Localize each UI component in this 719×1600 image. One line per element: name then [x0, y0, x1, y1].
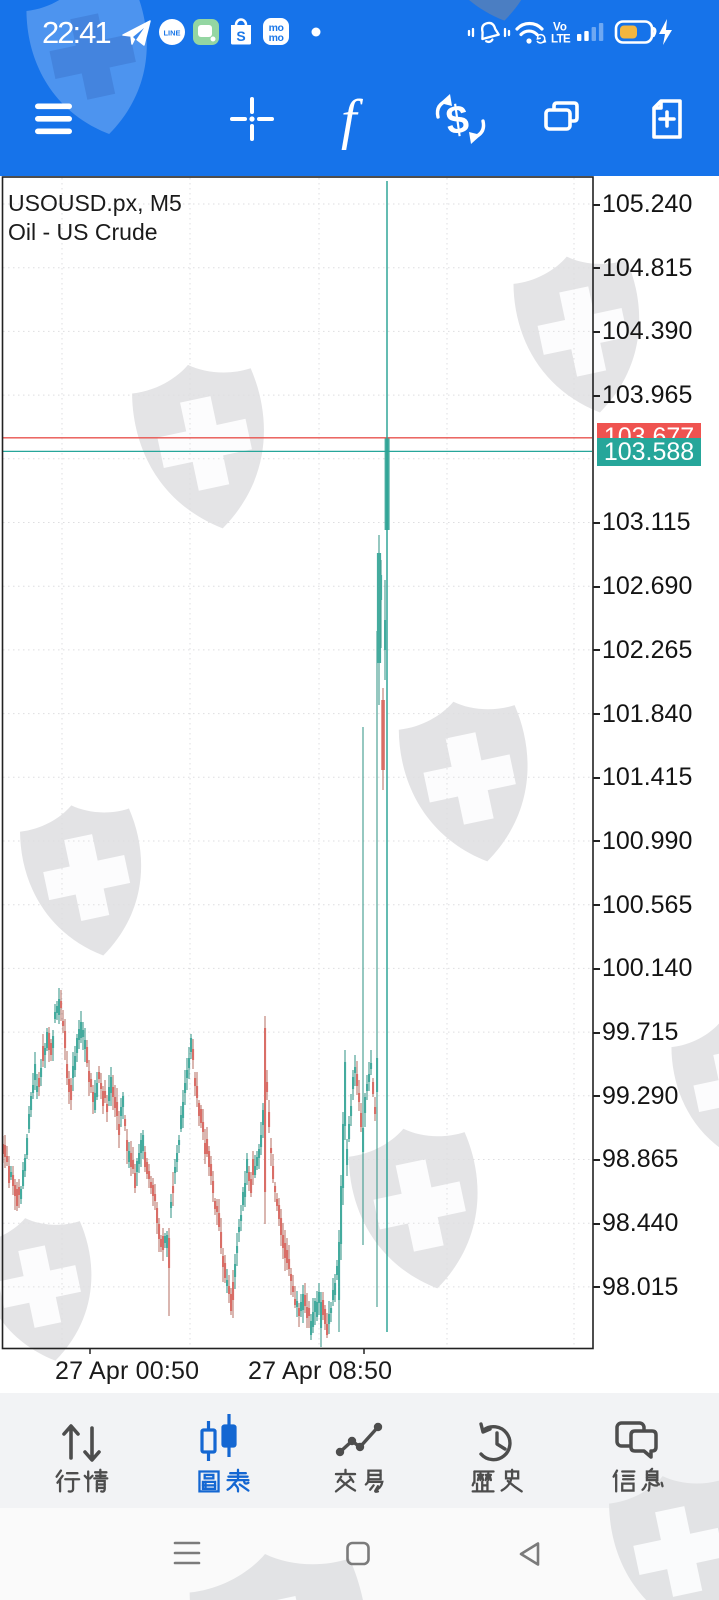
svg-text:f: f [341, 89, 364, 151]
svg-text:S: S [236, 28, 245, 44]
svg-text:mo: mo [269, 32, 284, 44]
svg-text:LINE: LINE [163, 29, 180, 38]
svg-text:mo: mo [269, 22, 284, 34]
svg-text:Vo: Vo [553, 22, 567, 34]
svg-text:LTE: LTE [551, 34, 571, 46]
